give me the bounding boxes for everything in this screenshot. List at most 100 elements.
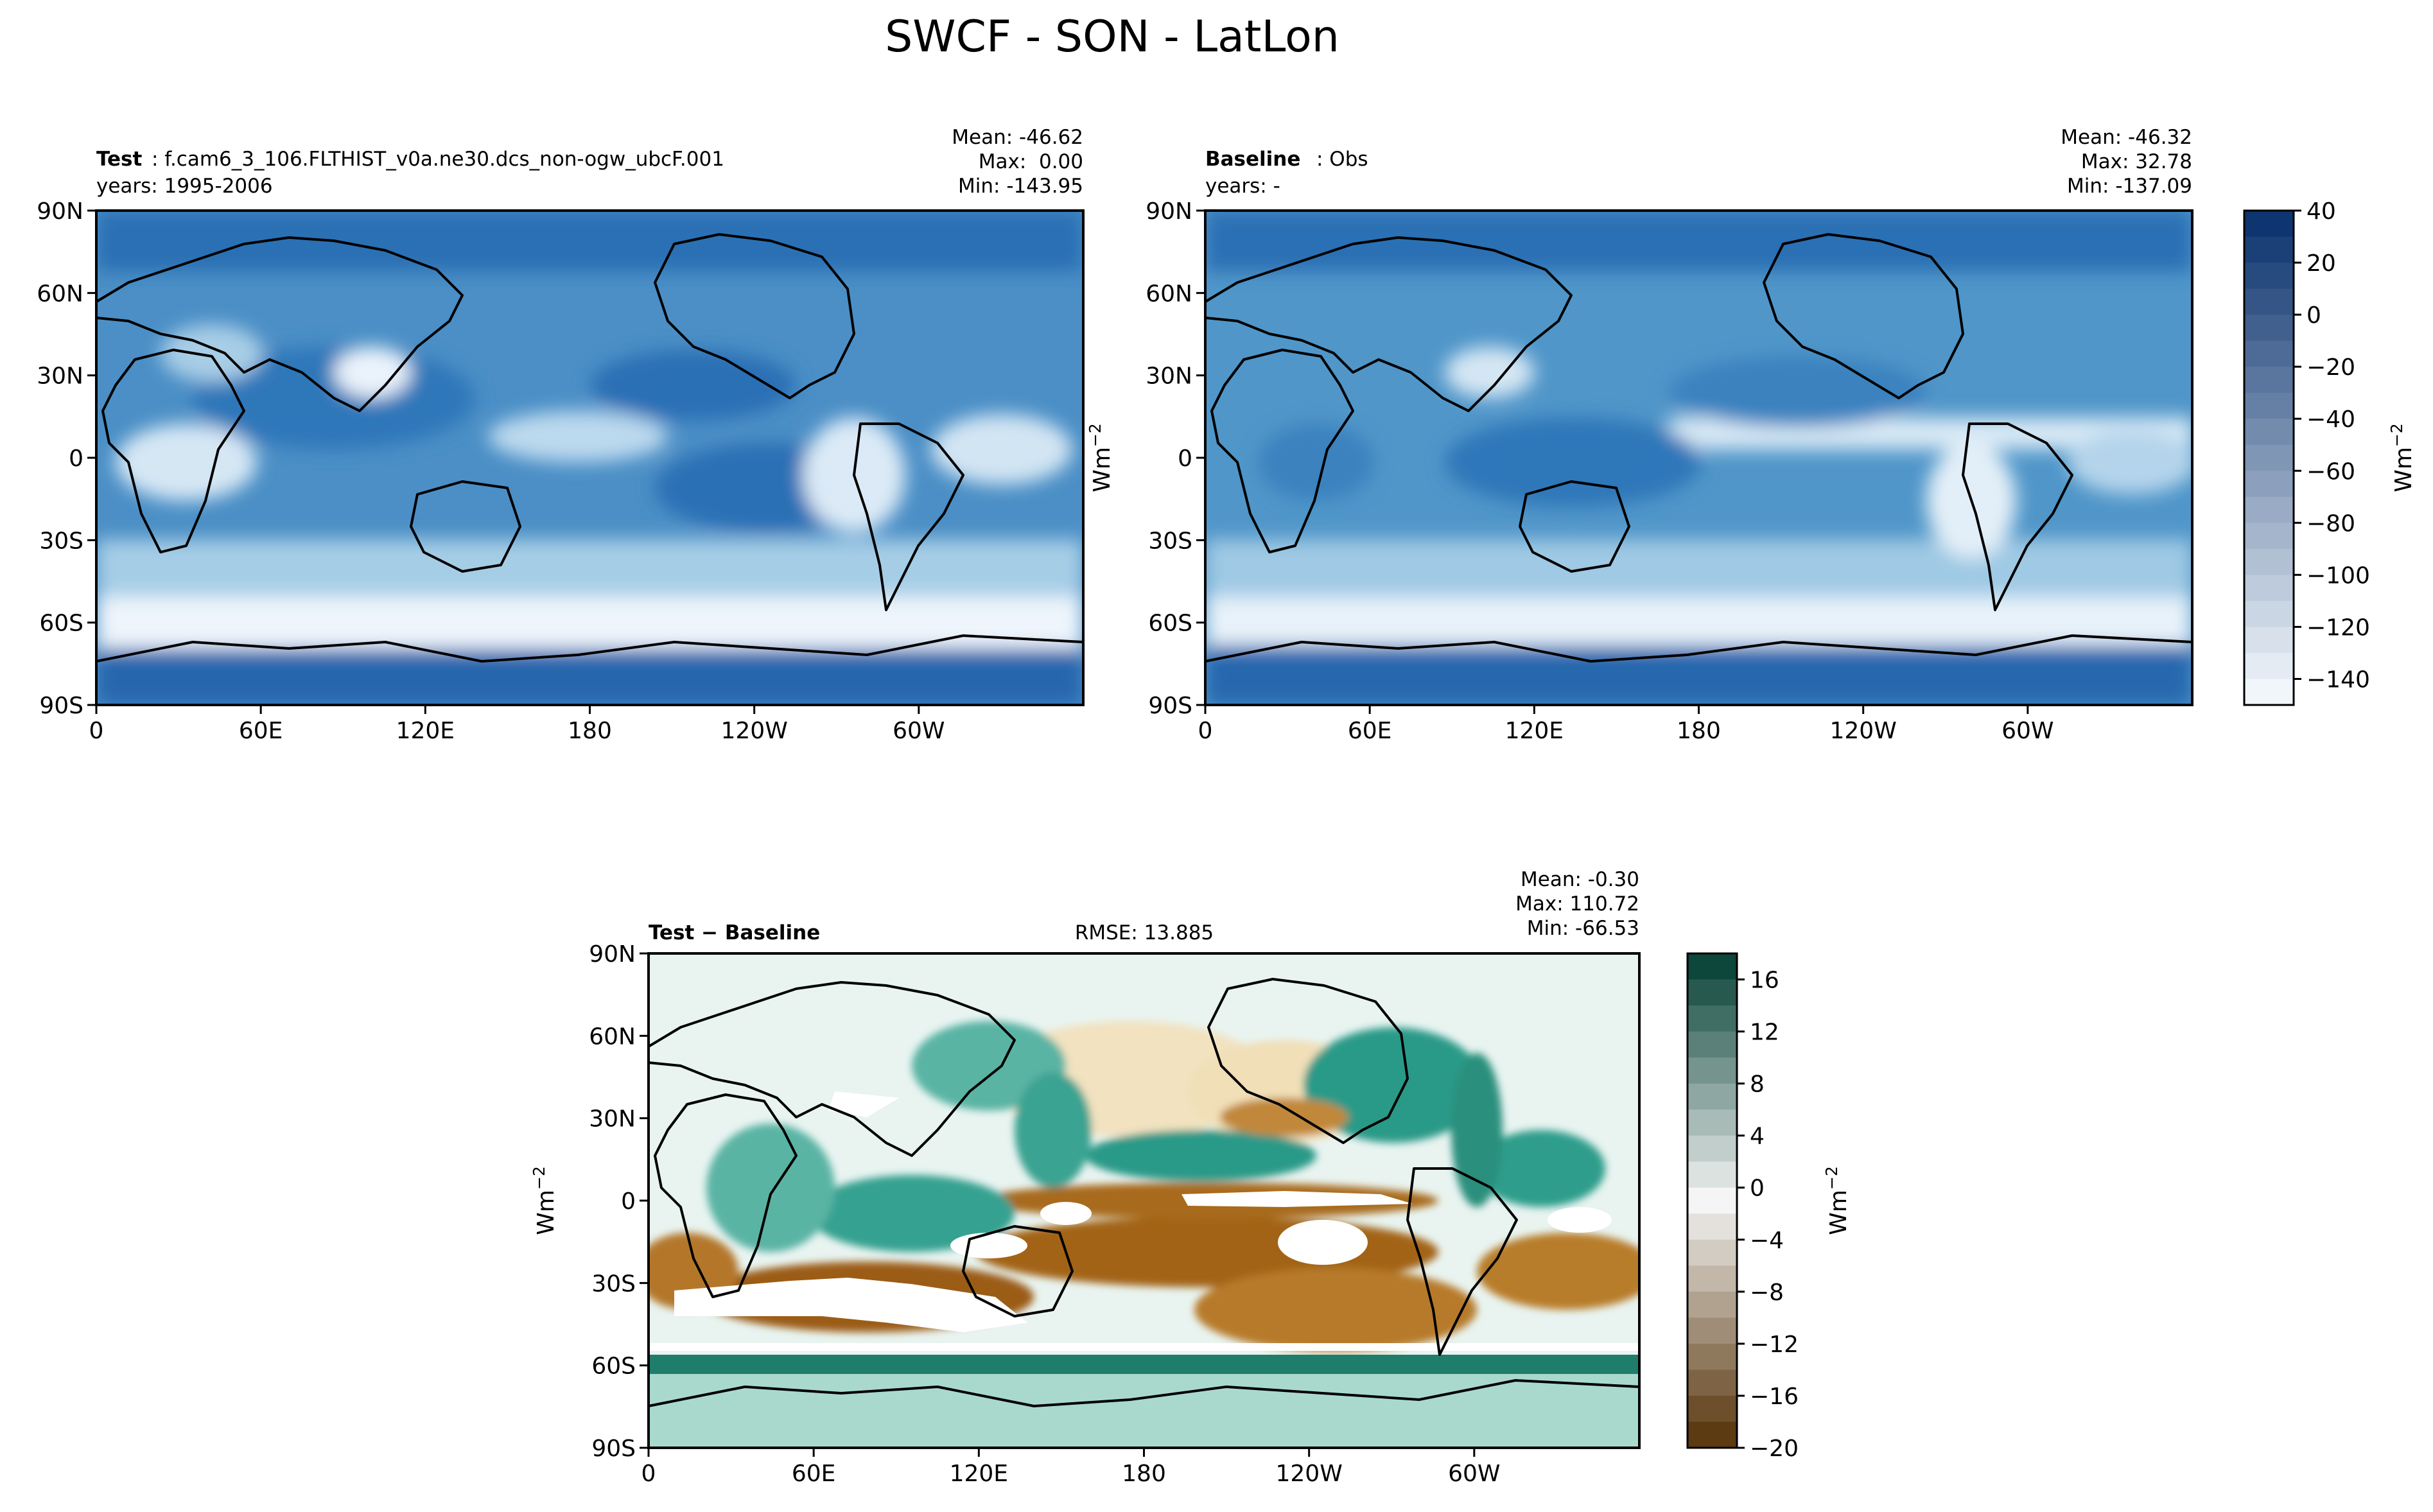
baseline-map-field (1205, 211, 2192, 705)
baseline-y-tick-label: 60N (1146, 281, 1192, 307)
colorbar-top-level (2244, 236, 2294, 263)
colorbar-top-level (2244, 523, 2294, 550)
colorbar-difference-level (1687, 953, 1737, 980)
colorbar-top-label-sup: −2 (2387, 423, 2406, 447)
colorbar-top-level (2244, 600, 2294, 628)
test-x-tick-label: 180 (568, 718, 612, 744)
colorbar-top-tick-label: −100 (2307, 562, 2370, 589)
test-x-tick-label: 120W (721, 718, 788, 744)
colorbar-difference-level (1687, 1057, 1737, 1084)
colorbar-difference-label-sup: −2 (1822, 1166, 1841, 1190)
difference-y-tick-label: 90N (589, 941, 636, 968)
colorbar-difference-level (1687, 1239, 1737, 1266)
baseline-y-tick-label: 60S (1148, 611, 1192, 637)
colorbar-difference-level (1687, 1135, 1737, 1162)
difference-x-tick-label: 120W (1276, 1461, 1343, 1487)
colorbar-top-tick-label: −20 (2307, 354, 2355, 381)
difference-y-label: Wm−2 (530, 1166, 559, 1235)
difference-x-tick-label: 0 (641, 1461, 656, 1487)
colorbar-difference-level (1687, 1031, 1737, 1058)
test-panel: Test : f.cam6_3_106.FLTHIST_v0a.ne30.dcs… (37, 126, 1085, 744)
test-label-case: : f.cam6_3_106.FLTHIST_v0a.ne30.dcs_non-… (152, 148, 724, 171)
test-years: years: 1995-2006 (96, 175, 273, 198)
svg-text:Wm−2: Wm−2 (530, 1166, 559, 1235)
colorbar-difference-level (1687, 1187, 1737, 1214)
colorbar-difference-level (1687, 979, 1737, 1006)
svg-text:Wm−2: Wm−2 (2387, 423, 2417, 492)
colorbar-difference-tick-label: −8 (1750, 1280, 1784, 1306)
baseline-label-case: : Obs (1316, 148, 1368, 171)
colorbar-difference-tick-label: −4 (1750, 1228, 1784, 1254)
colorbar-top-level (2244, 496, 2294, 523)
colorbar-difference-label-unit: Wm (1826, 1190, 1852, 1235)
colorbar-difference-level (1687, 1369, 1737, 1396)
difference-y-tick-label: 90S (591, 1436, 636, 1462)
baseline-y-tick-label: 90S (1148, 693, 1192, 719)
colorbar-top-level (2244, 627, 2294, 654)
baseline-years: years: - (1205, 175, 1280, 198)
colorbar-difference-tick-label: 16 (1750, 968, 1779, 994)
difference-y-tick-label: 30S (591, 1271, 636, 1297)
test-stat-max: Max: 0.00 (979, 150, 1083, 173)
colorbar-top-level (2244, 652, 2294, 680)
colorbar-top: 40 20 0 −20 −40 −60 −80 −100 −120 −140 (2243, 198, 2370, 706)
baseline-panel: Baseline : Obs years: - Mean: -46.32 Max… (1086, 126, 2193, 744)
colorbar-top-tick-label: 0 (2307, 302, 2321, 329)
baseline-x-tick-label: 120W (1830, 718, 1897, 744)
baseline-axes: 0 60E 120E 180 120W 60W 90N 60N 30N 0 30S 60S 90S (1146, 198, 2054, 744)
colorbar-top-level (2244, 679, 2294, 706)
difference-map-field (649, 953, 1639, 1448)
test-y-tick-label: 30N (37, 363, 83, 390)
baseline-y-label-sup: −2 (1086, 423, 1104, 447)
difference-y-label-unit: Wm (533, 1190, 559, 1235)
colorbar-difference-level (1687, 1213, 1737, 1240)
baseline-y-tick-label: 90N (1146, 198, 1192, 225)
baseline-x-tick-label: 180 (1677, 718, 1721, 744)
figure-title: SWCF - SON - LatLon (885, 12, 1339, 62)
colorbar-top-level (2244, 575, 2294, 602)
colorbar-difference: 16 12 8 4 0 −4 −8 −12 −16 −20 (1686, 952, 1799, 1462)
colorbar-top-level (2244, 288, 2294, 315)
baseline-x-tick-label: 0 (1198, 718, 1213, 744)
test-axes: 0 60E 120E 180 120W 60W 90N 60N 30N 0 30S 60S 90S (37, 198, 945, 744)
colorbar-difference-level (1687, 1291, 1737, 1318)
colorbar-difference-level (1687, 1343, 1737, 1371)
difference-y-tick-label: 30N (589, 1106, 636, 1133)
difference-x-tick-label: 180 (1122, 1461, 1166, 1487)
test-stat-mean: Mean: -46.62 (952, 126, 1083, 149)
test-y-tick-label: 30S (39, 528, 83, 554)
colorbar-difference-level (1687, 1395, 1737, 1423)
colorbar-top-level (2244, 315, 2294, 342)
colorbar-difference-level (1687, 1265, 1737, 1292)
colorbar-difference-level (1687, 1005, 1737, 1032)
colorbar-difference-tick-label: −12 (1750, 1332, 1799, 1358)
colorbar-top-level (2244, 471, 2294, 498)
difference-y-tick-label: 60N (589, 1023, 636, 1050)
colorbar-top-label: Wm−2 (2387, 423, 2417, 492)
test-x-tick-label: 0 (89, 718, 104, 744)
colorbar-top-tick-label: −40 (2307, 406, 2355, 433)
colorbar-difference-tick-label: 8 (1750, 1072, 1765, 1098)
difference-y-tick-label: 60S (591, 1353, 636, 1380)
test-map-field (96, 211, 1083, 705)
difference-label: Test − Baseline (649, 921, 820, 944)
baseline-x-tick-label: 120E (1505, 718, 1564, 744)
baseline-stat-max: Max: 32.78 (2081, 150, 2192, 173)
test-x-tick-label: 120E (396, 718, 455, 744)
test-y-tick-label: 60N (37, 281, 83, 307)
colorbar-difference-level (1687, 1421, 1737, 1448)
difference-x-tick-label: 120E (950, 1461, 1008, 1487)
test-y-tick-label: 0 (69, 446, 83, 472)
colorbar-top-frame (2243, 209, 2295, 706)
colorbar-top-level (2244, 548, 2294, 575)
baseline-y-tick-label: 30S (1148, 528, 1192, 554)
test-stat-min: Min: -143.95 (958, 175, 1083, 198)
colorbar-top-tick-label: −140 (2307, 666, 2370, 693)
baseline-x-tick-label: 60E (1348, 718, 1392, 744)
colorbar-difference-tick-label: 0 (1750, 1176, 1765, 1202)
colorbar-difference-tick-label: −16 (1750, 1384, 1799, 1410)
colorbar-difference-frame (1686, 952, 1738, 1449)
svg-text:Wm−2: Wm−2 (1086, 423, 1115, 492)
colorbar-difference-tick-label: 12 (1750, 1020, 1779, 1046)
